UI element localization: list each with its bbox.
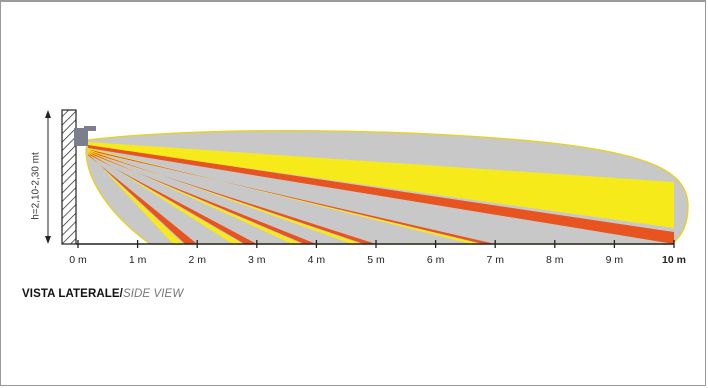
tick-label-3m: 3 m xyxy=(248,254,266,266)
sensor-body xyxy=(74,128,88,146)
tick-label-6m: 6 m xyxy=(427,254,445,266)
detection-beams xyxy=(88,142,674,244)
caption-secondary: SIDE VIEW xyxy=(122,288,184,300)
beam-yellow-10m xyxy=(88,142,674,228)
sensor-device xyxy=(74,126,96,146)
tick-label-1m: 1 m xyxy=(129,254,147,266)
caption-main: VISTA LATERALE xyxy=(22,288,120,300)
height-dimension-arrow xyxy=(45,110,51,244)
beam-orange-10m xyxy=(88,145,674,244)
tick-label-9m: 9 m xyxy=(606,254,624,266)
sensor-bracket xyxy=(84,126,96,131)
distance-ticks: 0 m 1 m 2 m 3 m 4 m 5 m 6 m 7 m 8 m 9 m 10 m xyxy=(69,240,686,266)
wall xyxy=(61,109,77,245)
tick-label-4m: 4 m xyxy=(308,254,326,266)
tick-label-10m: 10 m xyxy=(662,254,686,266)
tick-label-0m: 0 m xyxy=(69,254,87,266)
tick-label-8m: 8 m xyxy=(546,254,564,266)
view-caption: VISTA LATERALE/SIDE VIEW xyxy=(22,288,183,300)
caption-separator: / xyxy=(119,288,123,300)
tick-label-2m: 2 m xyxy=(188,254,206,266)
height-label: h=2,10-2,30 mt xyxy=(30,152,42,220)
tick-label-5m: 5 m xyxy=(367,254,385,266)
tick-label-7m: 7 m xyxy=(486,254,504,266)
